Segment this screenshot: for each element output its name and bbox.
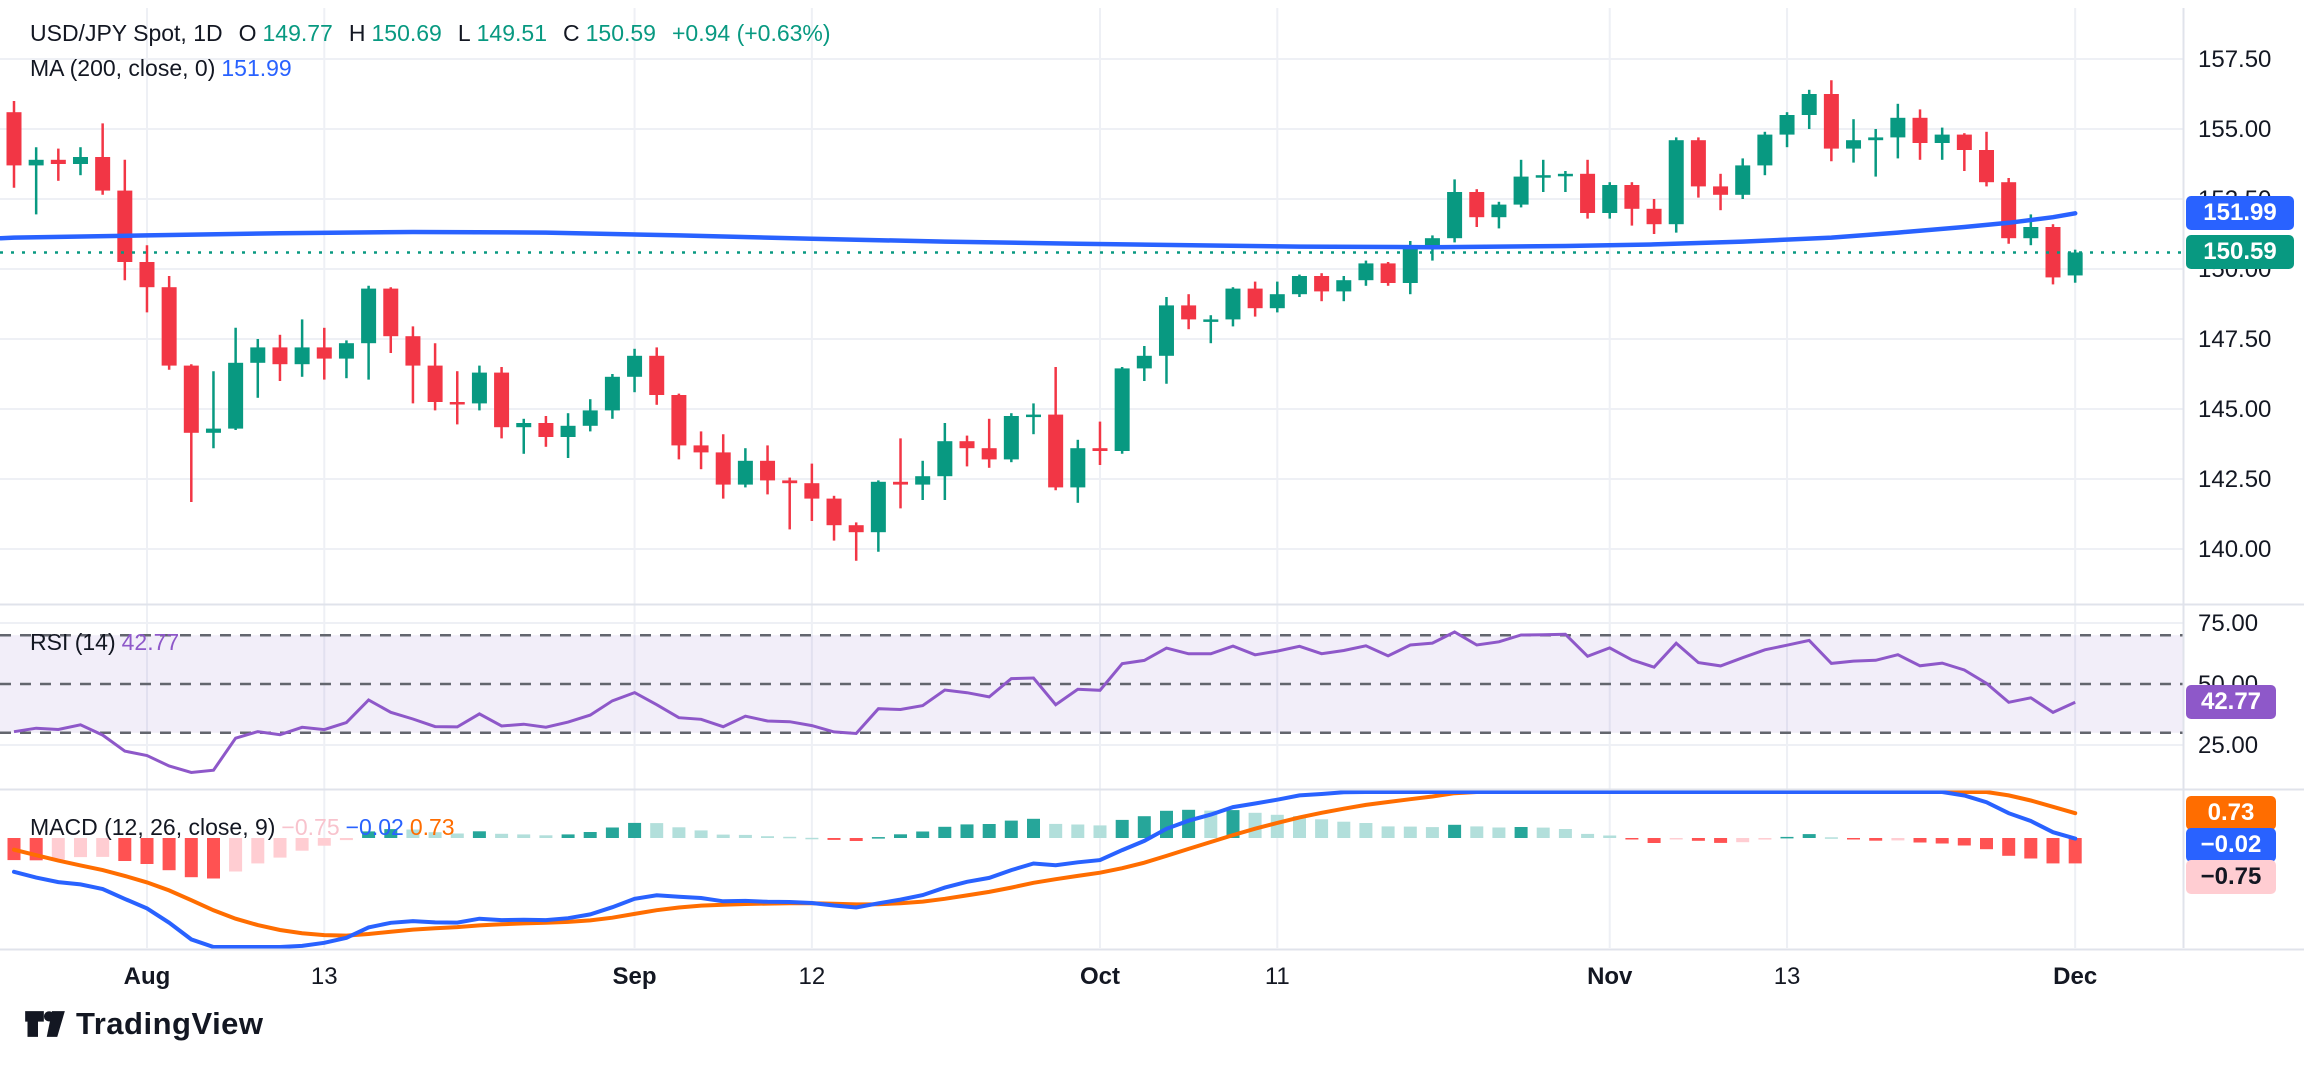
open-value: 149.77: [262, 20, 333, 46]
macd-hist-value: −0.75: [281, 814, 340, 840]
low-label: L: [457, 20, 471, 46]
svg-text:147.50: 147.50: [2198, 326, 2271, 353]
rsi-value-badge: 42.77: [2186, 684, 2276, 719]
svg-text:11: 11: [1265, 963, 1290, 990]
svg-text:Oct: Oct: [1080, 963, 1120, 990]
macd-hist-badge: −0.75: [2186, 860, 2276, 895]
close-value: 150.59: [585, 20, 656, 46]
last-price-badge: 150.59: [2186, 235, 2294, 270]
pane-separators[interactable]: [0, 8, 2304, 951]
change-value: +0.94 (+0.63%): [671, 20, 831, 46]
time-grid-and-axis[interactable]: Aug 13 Sep 12 Oct 11 Nov 13 Dec: [124, 8, 2098, 990]
svg-text:Dec: Dec: [2053, 963, 2097, 990]
close-label: C: [563, 20, 580, 46]
svg-text:145.00: 145.00: [2198, 396, 2271, 423]
macd-signal-badge: 0.73: [2186, 796, 2276, 831]
ma-line[interactable]: [0, 211, 2078, 250]
macd-line-badge: −0.02: [2186, 828, 2276, 863]
svg-text:155.00: 155.00: [2198, 116, 2271, 143]
svg-text:75.00: 75.00: [2198, 610, 2258, 637]
macd-histogram[interactable]: [7, 809, 2082, 879]
svg-text:12: 12: [799, 963, 826, 990]
macd-label: MACD (12, 26, close, 9): [30, 814, 276, 840]
ma-legend: MA (200, close, 0) 151.99: [30, 55, 292, 82]
macd-legend: MACD (12, 26, close, 9) −0.75 −0.02 0.73: [30, 814, 455, 841]
ma-value: 151.99: [221, 55, 292, 81]
candlestick-series[interactable]: [6, 80, 2083, 561]
svg-text:157.50: 157.50: [2198, 46, 2271, 73]
high-value: 150.69: [371, 20, 442, 46]
svg-text:Aug: Aug: [124, 963, 171, 990]
price-grid-and-axis[interactable]: 157.50155.00152.50150.00147.50145.00142.…: [0, 46, 2271, 563]
open-label: O: [238, 20, 257, 46]
macd-line[interactable]: [12, 790, 2078, 949]
svg-text:13: 13: [311, 963, 338, 990]
rsi-label: RSI (14): [30, 629, 116, 655]
symbol-legend: USD/JPY Spot, 1D O 149.77 H 150.69 L 149.51…: [30, 20, 831, 47]
svg-text:140.00: 140.00: [2198, 536, 2271, 563]
svg-text:142.50: 142.50: [2198, 466, 2271, 493]
tradingview-logo-text: TradingView: [76, 1006, 264, 1041]
rsi-legend: RSI (14) 42.77: [30, 629, 179, 656]
symbol-title: USD/JPY Spot, 1D: [30, 20, 223, 46]
rsi-line[interactable]: [13, 630, 2076, 775]
macd-line-value: −0.02: [345, 814, 404, 840]
high-label: H: [348, 20, 366, 46]
svg-text:Sep: Sep: [613, 963, 657, 990]
svg-text:13: 13: [1774, 963, 1801, 990]
ma-label: MA (200, close, 0): [30, 55, 216, 81]
svg-text:25.00: 25.00: [2198, 732, 2258, 759]
svg-text:Nov: Nov: [1587, 963, 1633, 990]
tradingview-logo[interactable]: TradingView: [24, 1006, 264, 1042]
low-value: 149.51: [476, 20, 547, 46]
rsi-value: 42.77: [121, 629, 180, 655]
macd-signal-value: 0.73: [409, 814, 455, 840]
tradingview-logo-icon: [25, 1011, 65, 1037]
ma-price-badge: 151.99: [2186, 196, 2294, 231]
